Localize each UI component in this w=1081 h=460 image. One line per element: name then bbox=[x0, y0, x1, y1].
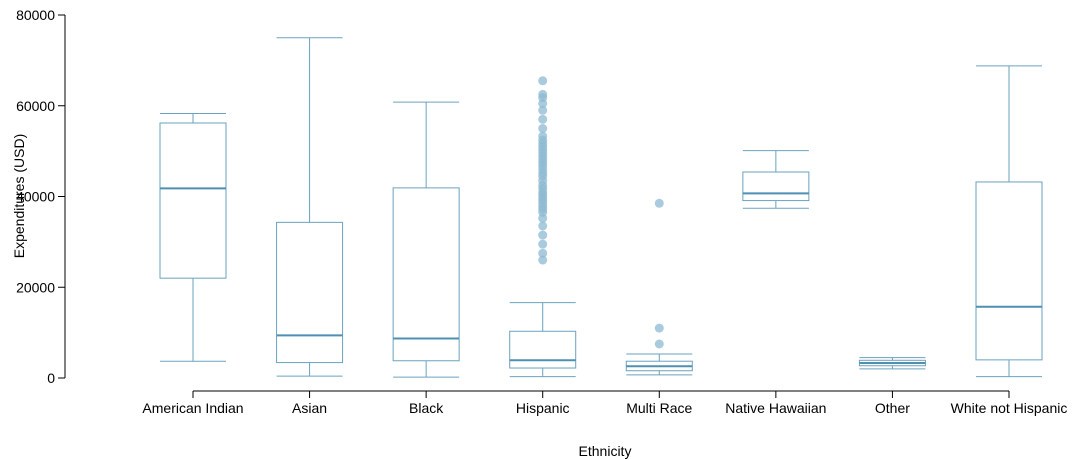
x-tick-label: American Indian bbox=[142, 400, 243, 416]
outlier-point bbox=[538, 255, 548, 265]
outlier-point bbox=[654, 198, 664, 208]
outlier-point bbox=[654, 339, 664, 349]
outlier-point bbox=[538, 131, 548, 141]
y-tick-label: 0 bbox=[47, 370, 55, 386]
box-american-indian bbox=[159, 112, 227, 362]
x-axis: American Indian Asian Black Hispanic Multi R… bbox=[142, 390, 1068, 416]
x-tick-label: Hispanic bbox=[516, 400, 570, 416]
x-tick-label: Asian bbox=[292, 400, 327, 416]
outlier-point bbox=[654, 323, 664, 333]
box-white-not-hispanic bbox=[975, 65, 1043, 378]
y-tick-label: 20000 bbox=[16, 279, 55, 295]
outlier-point bbox=[538, 89, 548, 99]
outlier-point bbox=[538, 76, 548, 86]
iqr-box bbox=[509, 330, 577, 369]
x-axis-title: Ethnicity bbox=[579, 443, 632, 459]
outlier-point bbox=[538, 239, 548, 249]
y-tick-label: 60000 bbox=[16, 98, 55, 114]
box-hispanic bbox=[509, 76, 577, 378]
box-other bbox=[858, 357, 926, 370]
outlier-point bbox=[538, 114, 548, 124]
outlier-point bbox=[538, 105, 548, 115]
outlier-point bbox=[538, 123, 548, 133]
box-asian bbox=[276, 37, 344, 377]
iqr-box bbox=[276, 221, 344, 364]
outlier-point bbox=[538, 230, 548, 240]
x-tick-label: Other bbox=[875, 400, 910, 416]
x-tick-label: White not Hispanic bbox=[951, 400, 1068, 416]
y-tick-label: 40000 bbox=[16, 189, 55, 205]
box-series bbox=[159, 37, 1043, 378]
box-black bbox=[392, 101, 460, 378]
x-tick-label: Multi Race bbox=[626, 400, 692, 416]
x-tick-label: Native Hawaiian bbox=[725, 400, 826, 416]
outlier-point bbox=[538, 221, 548, 231]
outlier-point bbox=[538, 248, 548, 258]
box-multi-race bbox=[625, 198, 693, 376]
box-native-hawaiian bbox=[742, 150, 810, 209]
y-axis-title: Expenditures (USD) bbox=[11, 134, 27, 259]
iqr-box bbox=[742, 171, 810, 202]
y-tick-label: 80000 bbox=[16, 7, 55, 23]
iqr-box bbox=[975, 181, 1043, 361]
iqr-box bbox=[159, 122, 227, 279]
x-tick-label: Black bbox=[409, 400, 444, 416]
y-axis: 0 20000 40000 60000 80000 bbox=[16, 7, 66, 386]
iqr-box bbox=[392, 187, 460, 362]
